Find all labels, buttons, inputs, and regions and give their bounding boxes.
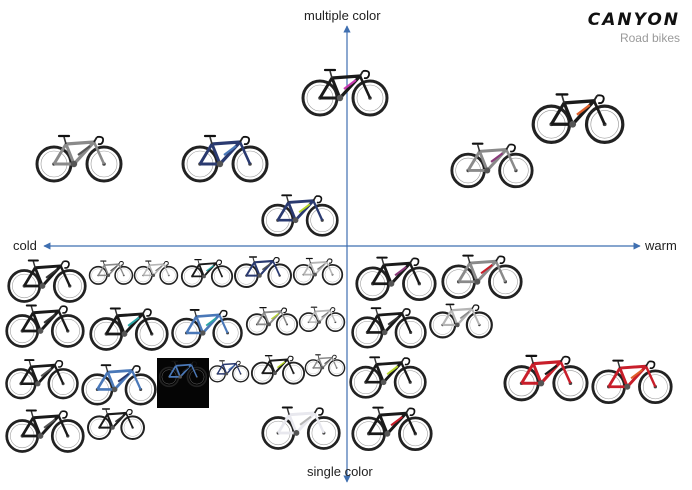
bike-icon-grid-r2-4 — [245, 306, 299, 336]
bike-icon-upper-left-1 — [35, 134, 123, 183]
bike-icon-grid-r3-1 — [5, 359, 79, 400]
bike-icon-warm-r3-1 — [349, 356, 427, 399]
bike-icon-warm-r3-3 — [591, 359, 673, 405]
axis-label-left: cold — [13, 238, 37, 253]
axis-label-bottom: single color — [307, 464, 373, 479]
bike-icon-top-center — [301, 68, 389, 117]
bike-icon-grid-r3-3 — [158, 360, 208, 388]
bike-layer — [5, 68, 673, 453]
bike-icon-grid-r1-6 — [292, 257, 344, 286]
bike-icon-grid-r4-2 — [87, 408, 146, 441]
brand-subtitle: Road bikes — [619, 31, 680, 45]
bike-icon-grid-r3-2 — [81, 364, 157, 406]
bike-icon-grid-r2-5 — [298, 306, 346, 332]
bike-icon-warm-r2-1 — [351, 307, 427, 349]
bike-icon-grid-r3-6 — [304, 354, 346, 377]
bike-icon-center-above-axis — [261, 194, 339, 237]
bike-icon-grid-r4-3 — [261, 406, 341, 450]
bike-icon-grid-r2-1 — [5, 304, 85, 348]
bike-icon-warm-r3-2 — [503, 354, 589, 402]
bike-icon-warm-r2-2 — [429, 303, 493, 339]
bike-icon-grid-r2-3 — [171, 309, 243, 349]
axis-label-top: multiple color — [304, 8, 381, 23]
brand-block: CANYON Road bikes — [588, 10, 680, 45]
dark-photo-tile — [157, 358, 209, 408]
bike-icon-grid-r3-5 — [250, 355, 306, 385]
bike-icon-grid-r1-2 — [88, 260, 134, 285]
bike-icon-grid-r1-3 — [133, 260, 179, 285]
bike-icon-grid-r1-4 — [180, 258, 234, 288]
bike-icon-upper-right-1 — [531, 93, 625, 145]
canyon-logo: CANYON — [587, 10, 680, 30]
bike-icon-grid-r3-4 — [208, 360, 250, 383]
bike-icon-grid-r2-2 — [89, 307, 169, 351]
bike-icon-grid-r1-1 — [7, 259, 87, 303]
bike-icon-grid-r1-5 — [234, 256, 293, 289]
bike-icon-upper-left-2 — [181, 134, 269, 183]
bike-icon-grid-r4-1 — [5, 409, 85, 453]
bike-icon-warm-r1-1 — [355, 256, 437, 302]
bike-icon-warm-r4-1 — [351, 406, 433, 452]
axis-label-right: warm — [645, 238, 677, 253]
bike-icon-upper-right-2 — [450, 142, 534, 189]
bike-icon-warm-r1-2 — [441, 254, 523, 300]
